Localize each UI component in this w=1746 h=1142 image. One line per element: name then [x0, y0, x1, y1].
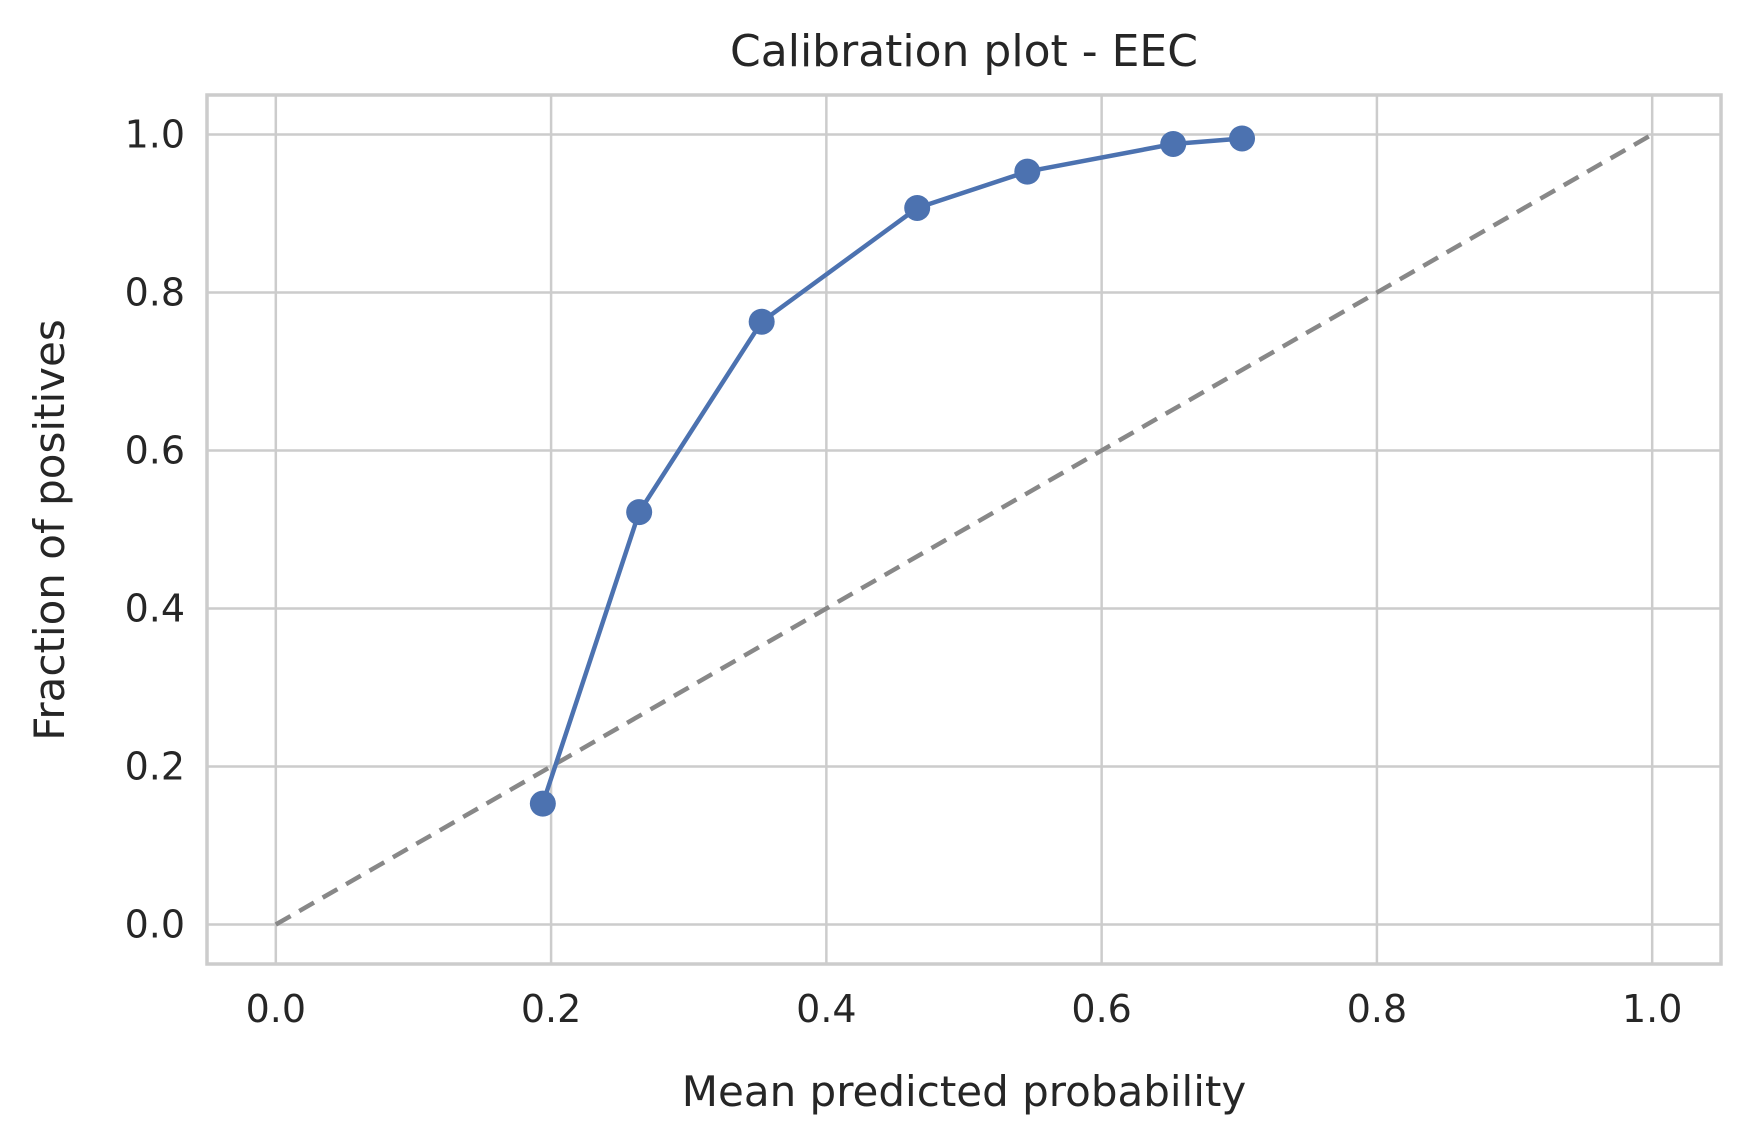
x-tick-label: 1.0 — [1622, 987, 1682, 1031]
x-tick-label: 0.8 — [1347, 987, 1407, 1031]
grid-lines — [207, 95, 1721, 964]
reference-line-group — [274, 132, 1654, 927]
x-tick-label: 0.4 — [796, 987, 856, 1031]
plot-frame — [205, 93, 1723, 966]
x-tick-labels: 0.0 0.2 0.4 0.6 0.8 1.0 — [246, 987, 1683, 1031]
y-tick-label: 0.6 — [125, 429, 185, 473]
y-tick-label: 0.0 — [125, 903, 185, 947]
y-tick-label: 1.0 — [125, 113, 185, 157]
series-group — [529, 125, 1256, 817]
data-point — [626, 499, 653, 526]
y-tick-label: 0.4 — [125, 587, 185, 631]
data-point — [529, 790, 556, 817]
y-axis-label: Fraction of positives — [25, 319, 74, 740]
data-point — [1160, 130, 1187, 157]
data-point — [904, 194, 931, 221]
y-tick-label: 0.8 — [125, 271, 185, 315]
x-tick-label: 0.0 — [246, 987, 306, 1031]
x-tick-label: 0.2 — [521, 987, 581, 1031]
reference-diagonal-line — [274, 132, 1654, 927]
x-axis-label: Mean predicted probability — [682, 1067, 1246, 1116]
data-point — [748, 308, 775, 335]
data-point — [1229, 125, 1256, 152]
series-line-0 — [540, 136, 1245, 806]
chart-title: Calibration plot - EEC — [730, 26, 1198, 77]
data-point — [1014, 158, 1041, 185]
x-tick-label: 0.6 — [1071, 987, 1131, 1031]
y-tick-labels: 0.0 0.2 0.4 0.6 0.8 1.0 — [125, 113, 185, 947]
y-tick-label: 0.2 — [125, 745, 185, 789]
